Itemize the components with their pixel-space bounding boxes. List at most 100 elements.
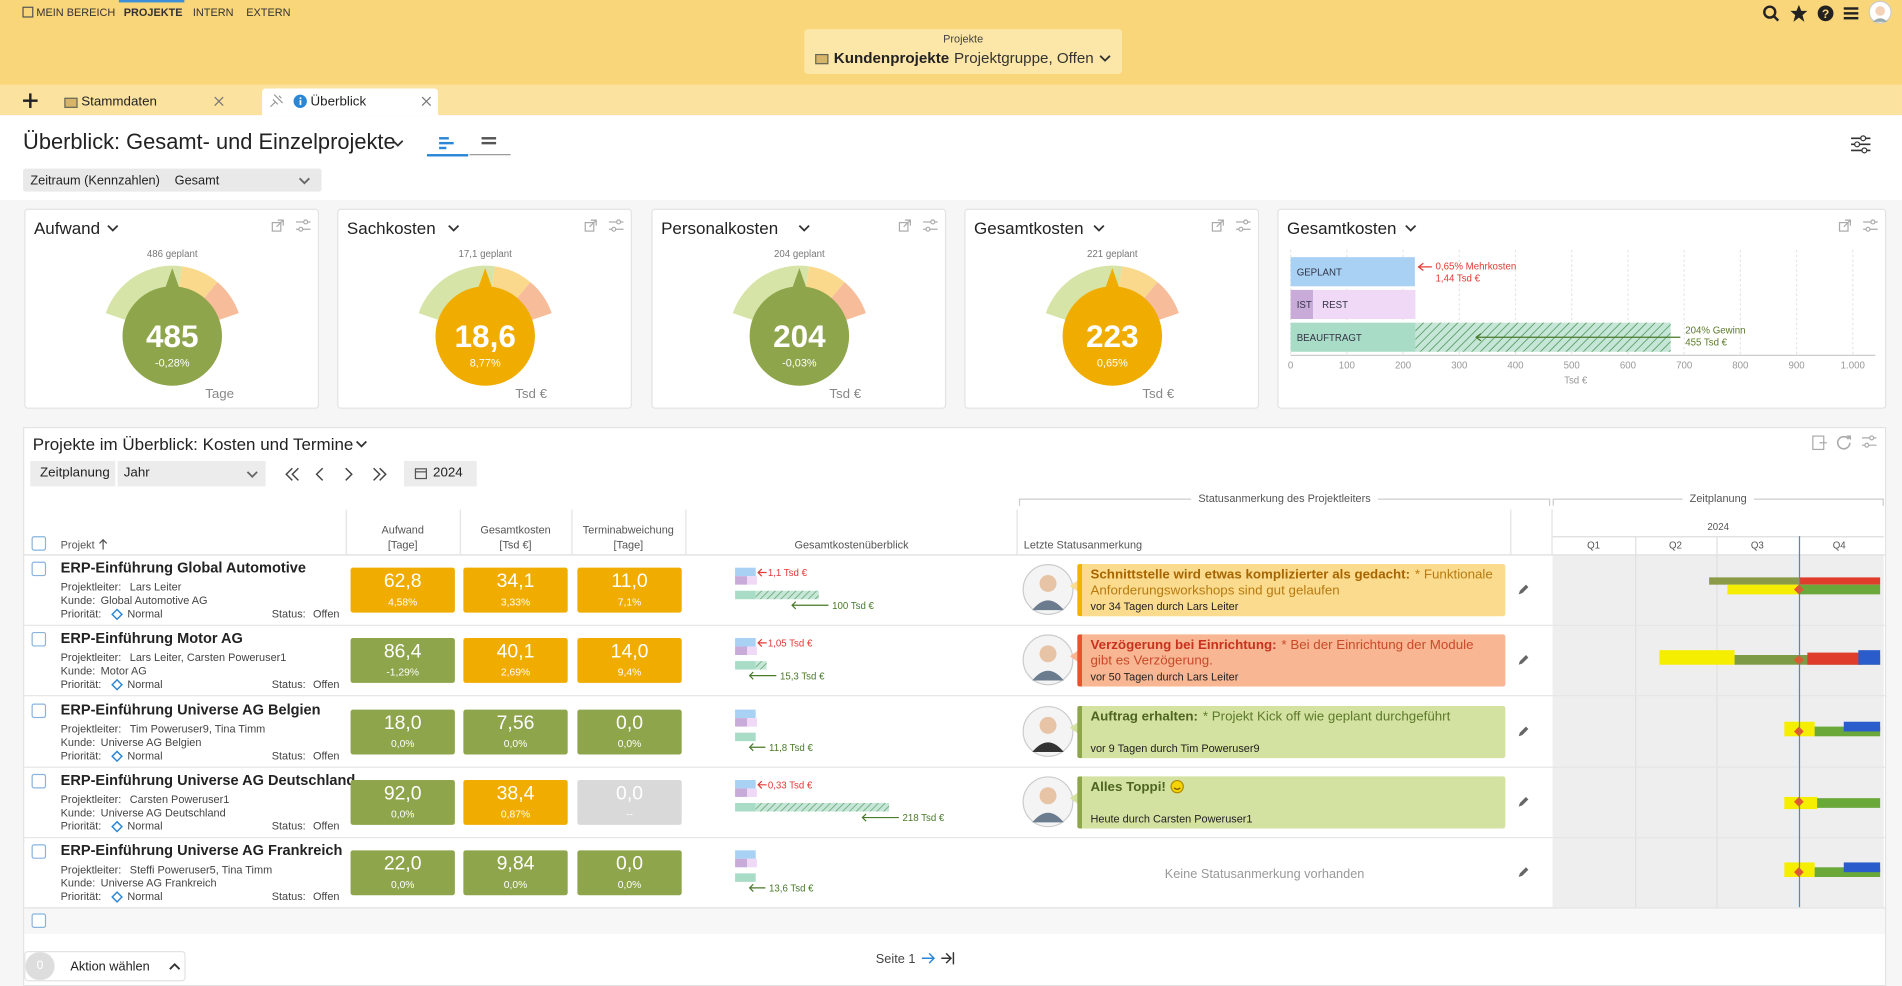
last-page[interactable] xyxy=(940,951,955,966)
nav-button-part xyxy=(373,467,387,481)
refresh-icon[interactable] xyxy=(1836,434,1852,450)
nav-button[interactable] xyxy=(344,467,359,482)
edit-icon[interactable] xyxy=(1517,583,1529,595)
nav-item[interactable]: INTERN xyxy=(192,6,234,19)
checkbox[interactable] xyxy=(31,844,47,860)
chevron-down[interactable] xyxy=(1093,224,1105,232)
open-icon-part xyxy=(898,221,909,232)
avatar[interactable] xyxy=(1022,776,1074,828)
nav-button[interactable] xyxy=(285,467,300,482)
project-name[interactable]: ERP-Einführung Universe AG Frankreich xyxy=(60,842,343,860)
chevron-down[interactable] xyxy=(246,471,258,478)
edit-icon[interactable] xyxy=(1517,654,1529,666)
next-page-part xyxy=(921,952,936,964)
column-header: Gesamtkostenüberblick xyxy=(794,538,909,551)
checkbox[interactable] xyxy=(31,632,47,647)
mini-rest xyxy=(747,788,757,797)
tab-active[interactable]: Überblick xyxy=(262,88,438,116)
filter[interactable]: Zeitraum (Kennzahlen) Gesamt xyxy=(23,168,322,192)
mini-rest xyxy=(747,717,757,727)
priority: Normal xyxy=(127,890,163,903)
search-icon[interactable] xyxy=(1762,5,1780,22)
open-icon[interactable] xyxy=(584,219,597,232)
timeline-quarter: Q4 xyxy=(1832,539,1846,551)
edit-icon[interactable] xyxy=(1517,725,1529,737)
avatar[interactable] xyxy=(1022,564,1074,615)
close-tab[interactable] xyxy=(214,96,224,106)
gantt-bar xyxy=(1727,584,1799,595)
project-name[interactable]: ERP-Einführung Universe AG Belgien xyxy=(60,700,321,718)
gauge: 486 geplant 485 -0,28% Tage xyxy=(105,249,239,401)
card-settings[interactable] xyxy=(608,219,624,232)
customer: Universe AG Belgien xyxy=(100,735,202,748)
checkbox[interactable] xyxy=(31,536,47,551)
edit-icon[interactable] xyxy=(1517,866,1529,878)
open-icon[interactable] xyxy=(1838,219,1852,232)
avatar-part xyxy=(1032,671,1064,681)
chevron-down[interactable] xyxy=(355,440,367,448)
help-icon-part xyxy=(1817,5,1834,22)
checkbox[interactable] xyxy=(31,773,47,789)
next-page[interactable] xyxy=(921,951,936,966)
project-name[interactable]: ERP-Einführung Universe AG Deutschland xyxy=(60,771,356,789)
tab-label: Stammdaten xyxy=(81,94,157,110)
nav-item[interactable]: PROJEKTE xyxy=(123,6,183,19)
star-icon[interactable] xyxy=(1790,4,1808,22)
field-label: Kunde: xyxy=(60,594,96,607)
checkbox[interactable] xyxy=(31,913,47,928)
project-name[interactable]: ERP-Einführung Global Automotive xyxy=(60,559,306,577)
chevron-down[interactable] xyxy=(1099,55,1111,62)
timeline-year: 2024 xyxy=(1707,521,1729,533)
x-tick-label: 400 xyxy=(1507,361,1524,372)
column-divider xyxy=(345,509,347,556)
chevron-down[interactable] xyxy=(298,177,310,185)
close-tab[interactable] xyxy=(421,96,432,106)
chevron-down[interactable] xyxy=(392,139,404,147)
help-icon[interactable]: ? xyxy=(1817,5,1834,22)
chevron-down[interactable] xyxy=(448,224,460,232)
view-toggle-table[interactable] xyxy=(469,133,511,156)
user-avatar[interactable] xyxy=(1868,0,1892,24)
tab[interactable]: Stammdaten xyxy=(55,89,237,116)
avatar[interactable] xyxy=(1022,634,1074,686)
action-button[interactable]: 0 Aktion wählen xyxy=(24,950,186,982)
card-settings[interactable] xyxy=(923,219,938,232)
card-settings[interactable] xyxy=(1863,219,1878,232)
home-icon-part xyxy=(22,6,34,18)
x-tick-label: 500 xyxy=(1564,361,1581,372)
view-toggle-table-part xyxy=(481,141,497,145)
gantt-bar xyxy=(1798,584,1881,595)
menu-icon[interactable] xyxy=(1843,6,1859,21)
card-settings[interactable] xyxy=(1236,219,1251,232)
leader: Lars Leiter xyxy=(129,581,182,594)
nav-button[interactable] xyxy=(315,467,330,482)
project-name[interactable]: ERP-Einführung Motor AG xyxy=(60,629,243,647)
open-icon[interactable] xyxy=(898,219,911,232)
column-divider xyxy=(1016,509,1018,556)
chevron-down[interactable] xyxy=(1405,224,1417,232)
edit-icon[interactable] xyxy=(1517,796,1529,808)
export-icon[interactable] xyxy=(1812,435,1827,451)
checkbox[interactable] xyxy=(31,703,47,718)
card-settings[interactable] xyxy=(295,219,311,232)
period-select[interactable]: Jahr xyxy=(117,460,266,487)
checkbox[interactable] xyxy=(31,561,47,577)
settings-icon[interactable] xyxy=(1851,135,1871,154)
add-tab[interactable] xyxy=(23,93,38,108)
breadcrumb[interactable]: Projekte Kundenprojekte Projektgruppe, Off… xyxy=(804,29,1123,74)
gauge-zone-bad xyxy=(201,282,239,321)
chevron-down[interactable] xyxy=(799,224,811,232)
nav-item[interactable]: EXTERN xyxy=(246,6,291,19)
mini-order xyxy=(735,873,756,883)
gauge-planned: 204 geplant xyxy=(774,249,825,260)
date-button[interactable] xyxy=(403,460,477,487)
open-icon[interactable] xyxy=(271,219,284,232)
avatar[interactable] xyxy=(1022,705,1074,757)
open-icon[interactable] xyxy=(1211,219,1224,232)
nav-button[interactable] xyxy=(372,467,387,482)
nav-item[interactable]: MEIN BEREICH xyxy=(36,6,116,19)
table-settings[interactable] xyxy=(1861,435,1877,448)
view-toggle-gantt[interactable] xyxy=(426,133,469,157)
column-header[interactable]: Projekt xyxy=(60,538,95,551)
chevron-down[interactable] xyxy=(107,224,119,232)
